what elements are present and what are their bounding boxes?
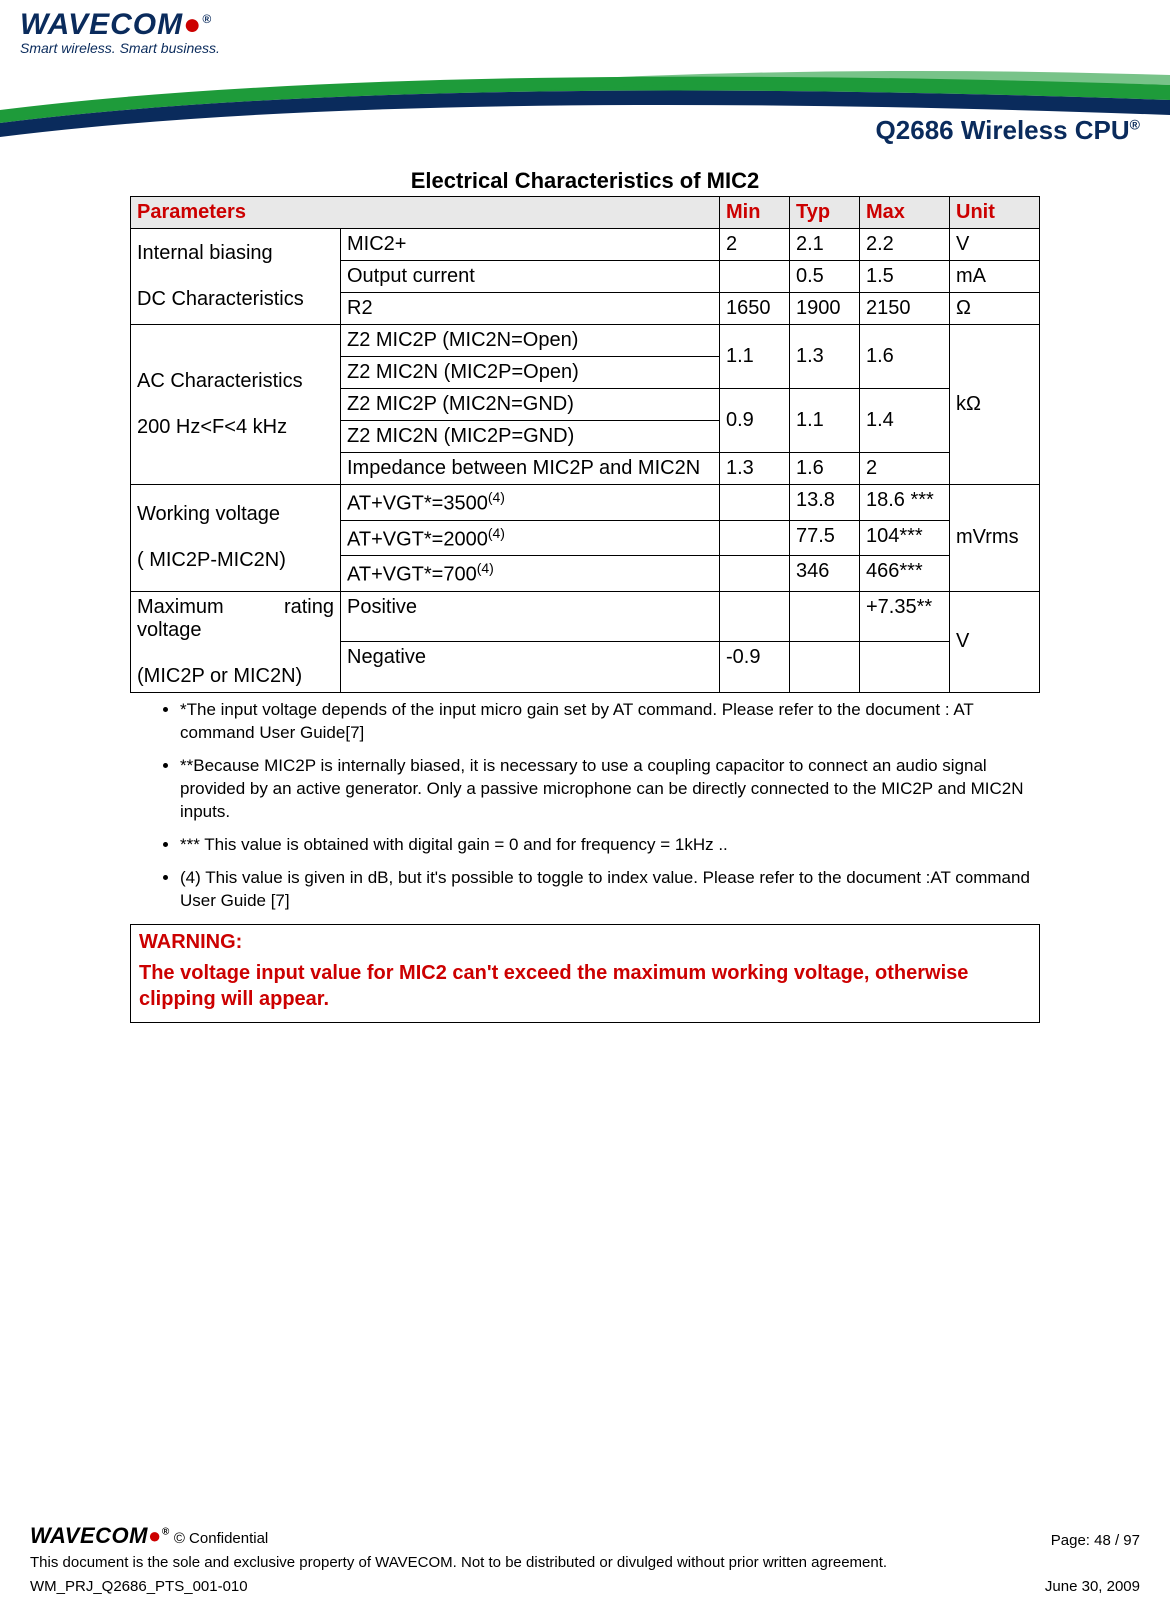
footer-logo: WAVECOM●® [30,1523,170,1549]
spec-table: Parameters Min Typ Max Unit Internal bia… [130,196,1040,693]
typ-cell: 1900 [790,293,860,325]
list-item: **Because MIC2P is internally biased, it… [180,755,1040,824]
footer-page: Page: 48 / 97 [1051,1532,1140,1549]
param-cell: AT+VGT*=2000(4) [341,520,720,556]
max-cell: 1.6 [860,325,950,389]
typ-cell: 1.1 [790,389,860,453]
typ-cell: 2.1 [790,229,860,261]
table-row: AC Characteristics 200 Hz<F<4 kHz Z2 MIC… [131,325,1040,357]
param-cell: Impedance between MIC2P and MIC2N [341,453,720,485]
section-label: AC Characteristics 200 Hz<F<4 kHz [131,325,341,485]
page-header: WAVECOM●® Smart wireless. Smart business… [0,0,1170,160]
max-cell: +7.35** [860,591,950,642]
param-cell: Output current [341,261,720,293]
warning-label: WARNING: [139,931,1031,954]
param-cell: MIC2+ [341,229,720,261]
footer-doc: WM_PRJ_Q2686_PTS_001-010 [30,1578,248,1595]
min-cell: 1.3 [720,453,790,485]
product-title: Q2686 Wireless CPU® [876,115,1140,146]
table-row: Working voltage ( MIC2P-MIC2N) AT+VGT*=3… [131,485,1040,521]
max-cell: 2.2 [860,229,950,261]
min-cell: 2 [720,229,790,261]
max-cell [860,642,950,693]
section-label: Maximum rating voltage (MIC2P or MIC2N) [131,591,341,692]
warning-text: The voltage input value for MIC2 can't e… [139,960,1031,1012]
list-item: *** This value is obtained with digital … [180,834,1040,857]
min-cell [720,520,790,556]
typ-cell: 1.6 [790,453,860,485]
footer-logo-area: WAVECOM●® © Confidential [30,1523,268,1549]
typ-cell: 0.5 [790,261,860,293]
logo-dot-icon: ● [148,1523,162,1548]
unit-cell: mVrms [950,485,1040,592]
footer-confidential: © Confidential [174,1530,268,1547]
param-cell: Z2 MIC2N (MIC2P=Open) [341,357,720,389]
footer-legal: This document is the sole and exclusive … [30,1553,1140,1573]
max-cell: 1.4 [860,389,950,453]
param-cell: R2 [341,293,720,325]
table-title: Electrical Characteristics of MIC2 [130,168,1040,194]
page-footer: WAVECOM●® © Confidential Page: 48 / 97 T… [30,1523,1140,1596]
col-unit: Unit [950,197,1040,229]
param-cell: Z2 MIC2P (MIC2N=Open) [341,325,720,357]
typ-cell [790,642,860,693]
footer-top: WAVECOM●® © Confidential Page: 48 / 97 [30,1523,1140,1549]
logo-reg: ® [202,12,212,26]
col-min: Min [720,197,790,229]
min-cell: 1650 [720,293,790,325]
footer-date: June 30, 2009 [1045,1578,1140,1595]
col-typ: Typ [790,197,860,229]
section-label: Internal biasing DC Characteristics [131,229,341,325]
max-cell: 2150 [860,293,950,325]
param-cell: Z2 MIC2P (MIC2N=GND) [341,389,720,421]
max-cell: 2 [860,453,950,485]
notes-list: *The input voltage depends of the input … [130,699,1040,913]
typ-cell: 13.8 [790,485,860,521]
col-parameters: Parameters [131,197,720,229]
main-content: Electrical Characteristics of MIC2 Param… [0,168,1170,1023]
unit-cell: kΩ [950,325,1040,485]
param-cell: Z2 MIC2N (MIC2P=GND) [341,421,720,453]
section-label: Working voltage ( MIC2P-MIC2N) [131,485,341,592]
min-cell: -0.9 [720,642,790,693]
min-cell: 0.9 [720,389,790,453]
min-cell [720,591,790,642]
typ-cell [790,591,860,642]
typ-cell: 1.3 [790,325,860,389]
param-cell: AT+VGT*=3500(4) [341,485,720,521]
table-header-row: Parameters Min Typ Max Unit [131,197,1040,229]
max-cell: 18.6 *** [860,485,950,521]
logo-dot-icon: ● [183,8,202,41]
table-row: Internal biasing DC Characteristics MIC2… [131,229,1040,261]
warning-box: WARNING: The voltage input value for MIC… [130,924,1040,1023]
min-cell [720,556,790,592]
table-row: Maximum rating voltage (MIC2P or MIC2N) … [131,591,1040,642]
list-item: *The input voltage depends of the input … [180,699,1040,745]
unit-cell: mA [950,261,1040,293]
max-cell: 104*** [860,520,950,556]
max-cell: 466*** [860,556,950,592]
col-max: Max [860,197,950,229]
logo-text: WAVECOM●® [20,8,220,42]
min-cell [720,261,790,293]
min-cell [720,485,790,521]
unit-cell: Ω [950,293,1040,325]
unit-cell: V [950,229,1040,261]
list-item: (4) This value is given in dB, but it's … [180,867,1040,913]
footer-bottom: WM_PRJ_Q2686_PTS_001-010 June 30, 2009 [30,1578,1140,1595]
unit-cell: V [950,591,1040,692]
typ-cell: 77.5 [790,520,860,556]
typ-cell: 346 [790,556,860,592]
min-cell: 1.1 [720,325,790,389]
param-cell: Positive [341,591,720,642]
param-cell: AT+VGT*=700(4) [341,556,720,592]
max-cell: 1.5 [860,261,950,293]
param-cell: Negative [341,642,720,693]
